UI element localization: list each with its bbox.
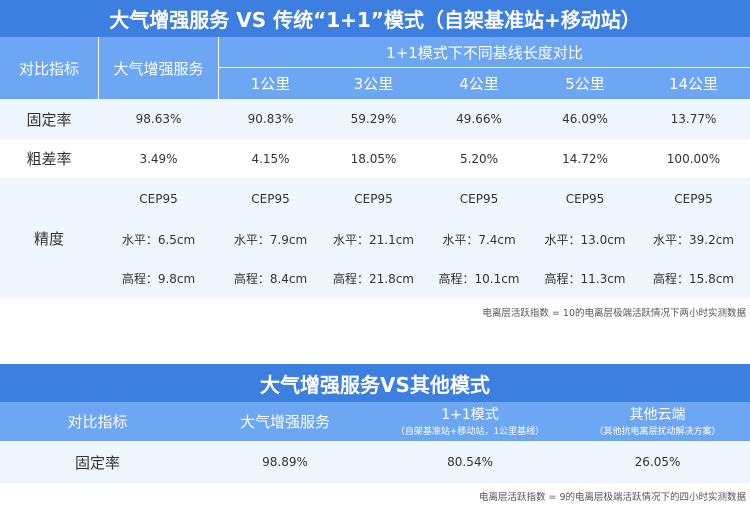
baseline-14km: 14公里 <box>668 75 719 93</box>
vertical-4km: 高程：10.1cm <box>438 271 520 286</box>
gross-error-enhanced: 3.49% <box>139 151 178 166</box>
table2-fix-rate-enhanced: 98.89% <box>262 455 308 469</box>
table2-col-11: 1+1模式 （自架基准站+移动站，1公里基线） <box>375 402 565 441</box>
table2-col-metric: 对比指标 <box>67 413 128 431</box>
baseline-3km: 3公里 <box>353 75 394 93</box>
table2-fix-rate-11: 80.54% <box>447 455 493 469</box>
horizontal-14km: 水平：39.2cm <box>652 232 734 247</box>
vertical-14km: 高程：15.8cm <box>652 271 734 286</box>
table2-col-enhanced: 大气增强服务 <box>239 413 330 431</box>
table1-title: 大气增强服务 VS 传统“1+1”模式（自架基准站+移动站） <box>0 0 750 37</box>
fix-rate-4km: 49.66% <box>456 112 502 126</box>
vertical-1km: 高程：8.4cm <box>233 271 308 286</box>
vertical-enhanced: 高程：9.8cm <box>121 271 196 286</box>
cep-3km: CEP95 <box>354 192 393 206</box>
fix-rate-1km: 90.83% <box>247 112 294 126</box>
table2-row-label-fix-rate: 固定率 <box>74 453 120 472</box>
fix-rate-enhanced: 98.63% <box>135 112 182 126</box>
baseline-5km: 5公里 <box>565 75 605 93</box>
table2-header <box>0 402 750 441</box>
gross-error-1km: 4.15% <box>251 151 290 166</box>
fix-rate-5km: 46.09% <box>562 112 608 126</box>
table1-note: 电离层活跃指数 = 10的电离层极端活跃情况下两小时实测数据 <box>482 308 746 319</box>
gross-error-3km: 18.05% <box>350 151 397 166</box>
table2-col-cloud: 其他云端 （其他抗电离层扰动解决方案） <box>565 402 750 441</box>
table1-header <box>0 37 750 99</box>
row-label-gross-error: 粗差率 <box>26 150 72 168</box>
horizontal-enhanced: 水平：6.5cm <box>121 232 196 247</box>
row-label-fix-rate: 固定率 <box>26 110 72 129</box>
table2-note: 电离层活跃指数 = 9的电离层极端活跃情况下的四小时实测数据 <box>478 492 746 503</box>
table2-col-11-subtitle: （自架基准站+移动站，1公里基线） <box>395 426 545 437</box>
horizontal-5km: 水平：13.0cm <box>544 232 626 247</box>
cep-5km: CEP95 <box>565 192 605 206</box>
gross-error-14km: 100.00% <box>666 151 721 166</box>
baseline-4km: 4公里 <box>459 75 499 93</box>
cep-14km: CEP95 <box>674 192 713 206</box>
table1-col-enhanced: 大气增强服务 <box>113 59 204 78</box>
vertical-3km: 高程：21.8cm <box>332 271 414 286</box>
table1-col-group: 1+1模式下不同基线长度对比 <box>386 43 583 62</box>
table2-title: 大气增强服务VS其他模式 <box>0 364 750 402</box>
cep-4km: CEP95 <box>459 192 499 206</box>
cep-enhanced: CEP95 <box>139 192 178 206</box>
cep-1km: CEP95 <box>251 192 290 206</box>
horizontal-1km: 水平：7.9cm <box>233 232 308 247</box>
fix-rate-3km: 59.29% <box>350 112 397 126</box>
vertical-5km: 高程：11.3cm <box>544 271 626 286</box>
fix-rate-14km: 13.77% <box>670 112 717 126</box>
gross-error-5km: 14.72% <box>562 151 608 166</box>
table2-col-11-title: 1+1模式 <box>441 406 499 423</box>
table2-fix-rate-cloud: 26.05% <box>634 455 681 469</box>
horizontal-3km: 水平：21.1cm <box>332 232 414 247</box>
gross-error-4km: 5.20% <box>459 151 499 166</box>
row-label-precision: 精度 <box>33 229 64 248</box>
baseline-1km: 1公里 <box>250 75 291 93</box>
table2-col-cloud-title: 其他云端 <box>629 406 686 423</box>
horizontal-4km: 水平：7.4cm <box>442 232 516 247</box>
table2-col-cloud-subtitle: （其他抗电离层扰动解决方案） <box>594 426 721 437</box>
table1-col-metric: 对比指标 <box>18 59 79 78</box>
